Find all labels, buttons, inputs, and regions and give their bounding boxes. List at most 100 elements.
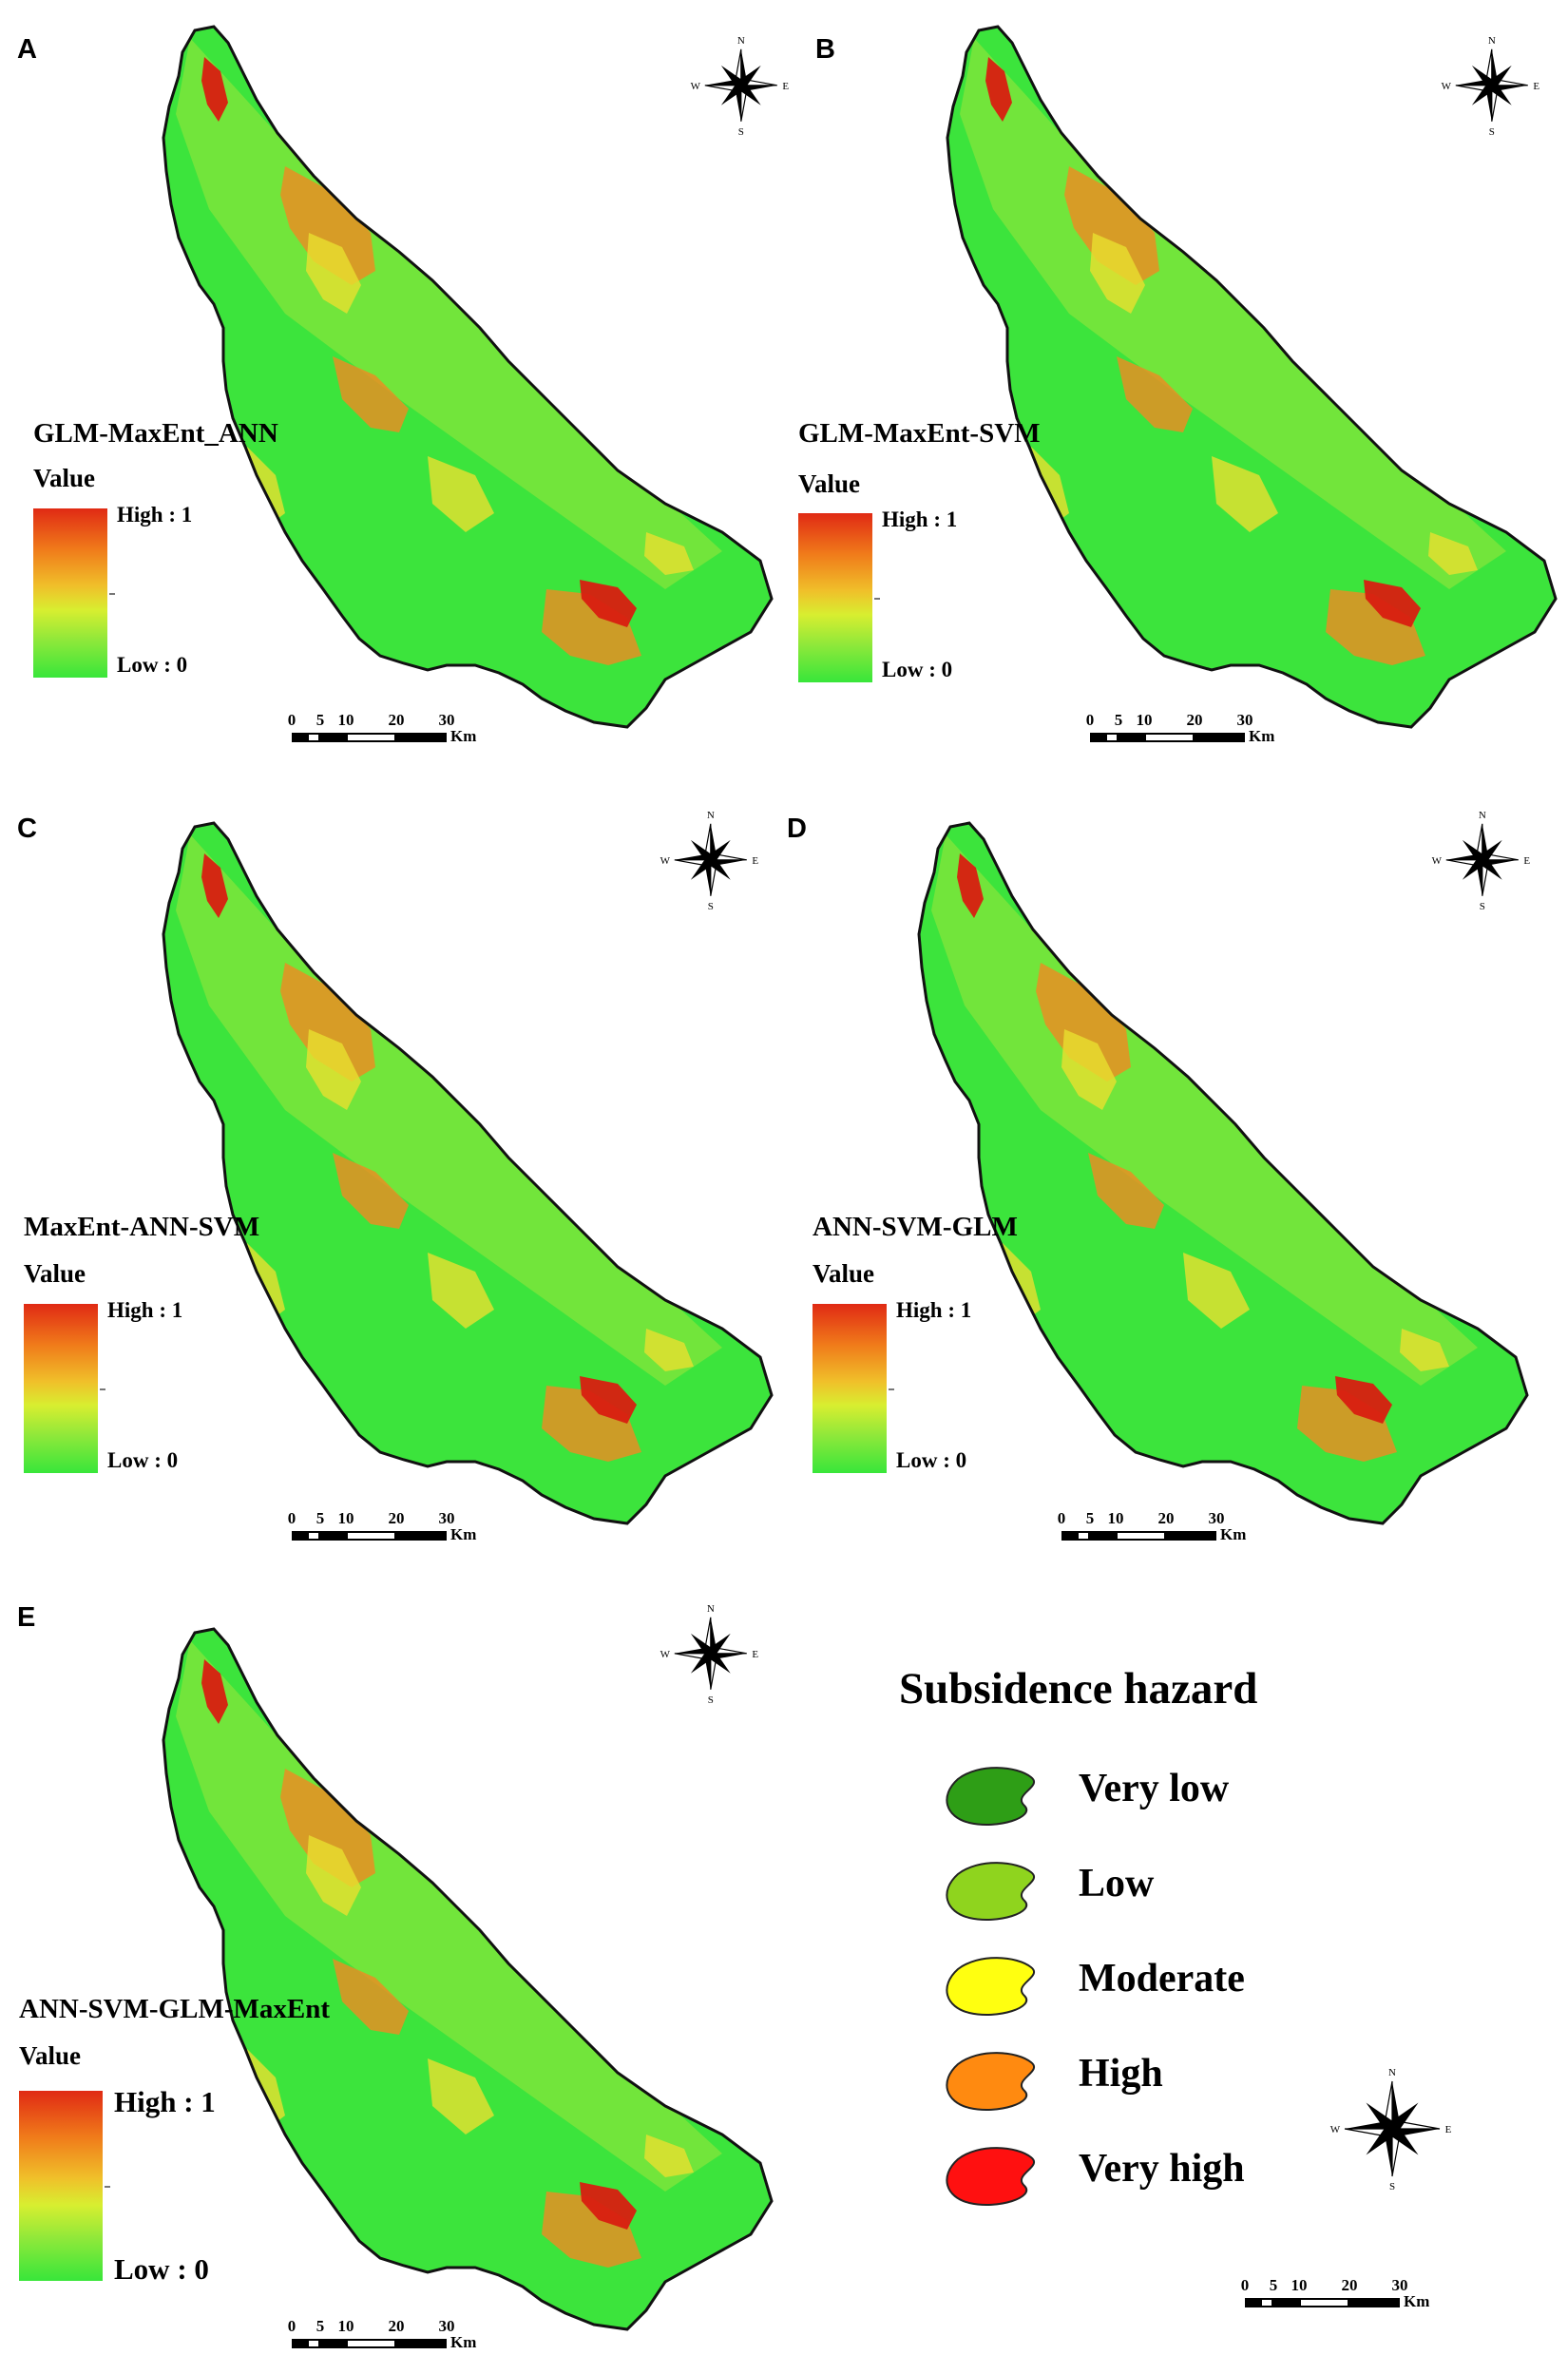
study-area-outline — [946, 25, 1558, 729]
hazard-zone — [201, 853, 228, 918]
value-color-ramp — [798, 513, 872, 682]
study-area-outline — [162, 821, 774, 1525]
scale-tick-label: 20 — [388, 711, 405, 729]
model-title: ANN-SVM-GLM — [813, 1212, 1018, 1242]
compass-label-w: W — [1432, 855, 1443, 867]
hazard-zone — [428, 1253, 494, 1329]
ramp-midpoint-tick — [100, 1388, 105, 1390]
hazard-zone — [644, 2135, 694, 2177]
compass-label-e: E — [1534, 81, 1540, 92]
legend-title: Subsidence hazard — [899, 1664, 1258, 1714]
scale-tick-label: 0 — [287, 1509, 296, 1527]
hazard-map — [946, 25, 1558, 729]
hazard-map — [162, 1627, 774, 2331]
scale-segment — [346, 2339, 396, 2348]
model-title: ANN-SVM-GLM-MaxEnt — [19, 1994, 331, 2024]
compass-label-s: S — [1489, 126, 1495, 138]
hazard-zone — [644, 532, 694, 575]
hazard-zone — [280, 166, 375, 285]
hazard-zone — [428, 456, 494, 532]
compass-label-s: S — [1480, 901, 1485, 912]
scale-segment — [1090, 1531, 1116, 1541]
scale-unit: Km — [450, 727, 477, 745]
value-label: Value — [24, 1259, 86, 1288]
panel-letter: E — [17, 1602, 36, 1633]
hazard-zone — [1428, 532, 1478, 575]
scale-segment — [320, 2339, 346, 2348]
compass-rose-icon: N E S W — [1442, 35, 1540, 138]
scale-tick-label: 0 — [1085, 711, 1095, 729]
hazard-zone — [280, 1769, 375, 1887]
scale-unit: Km — [450, 2333, 477, 2351]
compass-rose-icon: N E S W — [660, 1603, 759, 1706]
scale-segment — [307, 1531, 320, 1541]
value-label: Value — [813, 1259, 875, 1288]
hazard-zone — [1183, 1253, 1250, 1329]
value-label: Value — [33, 464, 96, 492]
compass-label-e: E — [783, 81, 790, 92]
scale-bar: 0 5 10 20 30 Km — [288, 1509, 539, 1547]
high-value-label: High : 1 — [114, 2085, 216, 2118]
legend-item-very-high: Very high — [941, 2138, 1321, 2206]
scale-tick-label: 20 — [388, 1509, 405, 1527]
hazard-zone — [1400, 1329, 1449, 1371]
hazard-map — [162, 821, 774, 1525]
hazard-zone — [201, 1659, 228, 1724]
hazard-zone — [1297, 1386, 1397, 1462]
map-panel-b: B GLM-MaxEnt-SVM Value High : 1 Low : 0 0 5 10 2… — [798, 0, 1568, 775]
scale-tick-label: 5 — [1269, 2276, 1278, 2294]
legend-item-very-low: Very low — [941, 1758, 1321, 1826]
legend-label: Moderate — [1079, 1957, 1245, 2001]
scale-segment — [396, 2339, 447, 2348]
compass-rose-icon: N E S W — [660, 810, 759, 912]
compass-label-s: S — [708, 1694, 714, 1706]
value-color-ramp — [24, 1304, 98, 1473]
hazard-zone — [542, 589, 641, 665]
scale-tick-label: 20 — [1157, 1509, 1175, 1527]
ramp-midpoint-tick — [874, 598, 880, 600]
compass-label-n: N — [737, 35, 745, 47]
legend-label: High — [1079, 2052, 1163, 2096]
hazard-zone — [1036, 963, 1131, 1082]
scale-tick-label: 30 — [438, 711, 455, 729]
hazard-zone — [580, 2182, 637, 2230]
compass-label-w: W — [660, 1649, 671, 1660]
scale-segment — [1077, 1531, 1090, 1541]
low-value-label: Low : 0 — [882, 658, 953, 681]
study-area-outline — [162, 1627, 774, 2331]
hazard-zone — [1326, 589, 1425, 665]
panel-letter: D — [787, 814, 807, 844]
legend-swatch-icon — [946, 1862, 1035, 1921]
hazard-zone — [333, 356, 409, 432]
scale-tick-label: 0 — [1057, 1509, 1066, 1527]
scale-segment — [1166, 1531, 1216, 1541]
high-value-label: High : 1 — [896, 1298, 972, 1322]
hazard-zone — [1335, 1376, 1392, 1424]
compass-label-n: N — [707, 810, 715, 821]
hazard-zone — [280, 963, 375, 1082]
scale-tick-label: 10 — [1107, 1509, 1124, 1527]
hazard-zone — [644, 1329, 694, 1371]
scale-tick-label: 10 — [337, 711, 354, 729]
scale-tick-label: 5 — [1085, 1509, 1095, 1527]
compass-label-n: N — [1388, 2067, 1396, 2078]
compass-label-w: W — [1330, 2124, 1341, 2135]
scale-unit: Km — [1249, 727, 1275, 745]
panel-letter: B — [815, 34, 835, 65]
scale-segment — [1061, 1531, 1077, 1541]
scale-segment — [1090, 733, 1105, 742]
legend-swatch-icon — [946, 2147, 1035, 2206]
scale-segment — [320, 733, 346, 742]
scale-segment — [1105, 733, 1119, 742]
scale-segment — [1116, 1531, 1166, 1541]
scale-segment — [1349, 2298, 1400, 2307]
study-area-outline — [917, 821, 1529, 1525]
scale-segment — [346, 1531, 396, 1541]
scale-tick-label: 30 — [1391, 2276, 1408, 2294]
scale-tick-label: 5 — [316, 1509, 325, 1527]
scale-tick-label: 10 — [337, 1509, 354, 1527]
value-color-ramp — [813, 1304, 887, 1473]
hazard-zone — [542, 2192, 641, 2268]
scale-tick-label: 30 — [1208, 1509, 1225, 1527]
low-value-label: Low : 0 — [117, 653, 188, 677]
